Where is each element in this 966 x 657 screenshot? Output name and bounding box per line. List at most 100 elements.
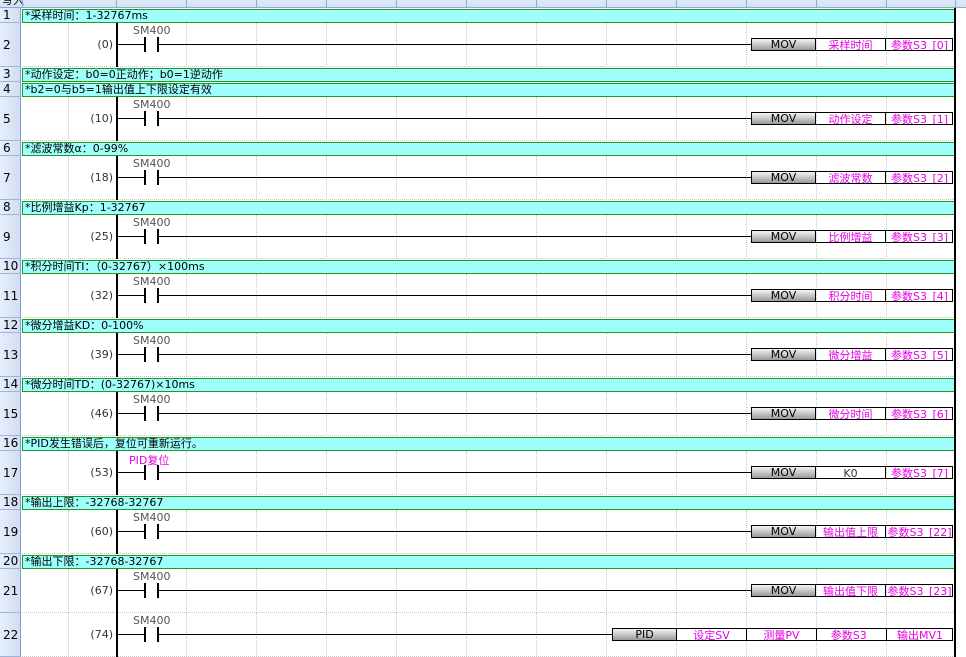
instruction-block[interactable]: MOV 输出值上限 参数S3_[22] [751, 525, 953, 538]
instruction-operand[interactable]: 参数S3_[22] [885, 526, 953, 537]
instruction-operand[interactable]: 输出MV1 [886, 629, 953, 640]
row-number[interactable]: 13 [0, 333, 21, 377]
instruction-operand[interactable]: 参数S3_[0] [885, 39, 953, 50]
instruction-operand[interactable]: 比例增益 [815, 231, 885, 242]
instruction-block[interactable]: MOV 输出值下限 参数S3_[23] [751, 584, 953, 597]
instruction-name[interactable]: MOV [752, 408, 815, 419]
ladder-row[interactable]: 19 (60) SM400 MOV 输出值上限 参数S3_[22] [0, 510, 966, 554]
comment-row[interactable]: 12 *微分增益KD：0-100% [0, 318, 966, 333]
instruction-operand[interactable]: 输出值上限 [815, 526, 885, 537]
instruction-operand[interactable]: 参数S3_[7] [885, 467, 953, 478]
instruction-operand[interactable]: 设定SV [676, 629, 746, 640]
instruction-operand[interactable]: 测量PV [746, 629, 816, 640]
ladder-row[interactable]: 2 (0) SM400 MOV 采样时间 参数S3_[0] [0, 23, 966, 67]
contact-device-label[interactable]: SM400 [133, 24, 171, 37]
normally-open-contact[interactable] [144, 37, 146, 52]
instruction-operand[interactable]: 动作设定 [815, 113, 885, 124]
row-number[interactable]: 5 [0, 97, 21, 141]
comment-text[interactable]: *b2=0与b5=1输出值上下限设定有效 [22, 83, 955, 97]
ladder-editor[interactable]: 1 *采样时间：1-32767ms 2 (0) SM400 MOV 采样时间 参数S3_[0]… [0, 8, 966, 657]
instruction-operand[interactable]: 参数S3_[6] [885, 408, 953, 419]
comment-text[interactable]: *PID发生错误后，复位可重新运行。 [22, 437, 955, 451]
instruction-block[interactable]: PID 设定SV 测量PV 参数S3_ 输出MV1 [612, 628, 953, 641]
ladder-row[interactable]: 9 (25) SM400 MOV 比例增益 参数S3_[3] [0, 215, 966, 259]
instruction-operand[interactable]: 参数S3_[1] [885, 113, 953, 124]
row-number[interactable]: 14 [0, 377, 21, 392]
instruction-block[interactable]: MOV 动作设定 参数S3_[1] [751, 112, 953, 125]
instruction-operand[interactable]: 微分增益 [815, 349, 885, 360]
instruction-name[interactable]: MOV [752, 467, 815, 478]
contact-device-label[interactable]: SM400 [133, 98, 171, 111]
contact-device-label[interactable]: SM400 [133, 216, 171, 229]
normally-open-contact[interactable] [157, 229, 159, 244]
ladder-row[interactable]: 21 (67) SM400 MOV 输出值下限 参数S3_[23] [0, 569, 966, 613]
ladder-row[interactable]: 7 (18) SM400 MOV 滤波常数 参数S3_[2] [0, 156, 966, 200]
instruction-name[interactable]: MOV [752, 290, 815, 301]
instruction-operand[interactable]: 积分时间 [815, 290, 885, 301]
instruction-operand[interactable]: 参数S3_[3] [885, 231, 953, 242]
normally-open-contact[interactable] [157, 37, 159, 52]
instruction-operand[interactable]: 参数S3_[5] [885, 349, 953, 360]
contact-device-label[interactable]: SM400 [133, 511, 171, 524]
comment-text[interactable]: *滤波常数α：0-99% [22, 142, 955, 156]
instruction-operand[interactable]: 参数S3_ [816, 629, 886, 640]
instruction-name[interactable]: MOV [752, 585, 815, 596]
normally-open-contact[interactable] [157, 347, 159, 362]
instruction-block[interactable]: MOV 微分增益 参数S3_[5] [751, 348, 953, 361]
instruction-block[interactable]: MOV 采样时间 参数S3_[0] [751, 38, 953, 51]
instruction-operand[interactable]: 参数S3_[4] [885, 290, 953, 301]
instruction-name[interactable]: MOV [752, 349, 815, 360]
row-number[interactable]: 6 [0, 141, 21, 156]
comment-row[interactable]: 8 *比例增益Kp：1-32767 [0, 200, 966, 215]
instruction-name[interactable]: MOV [752, 113, 815, 124]
comment-row[interactable]: 18 *输出上限：-32768-32767 [0, 495, 966, 510]
normally-open-contact[interactable] [157, 627, 159, 642]
instruction-operand[interactable]: 参数S3_[23] [885, 585, 953, 596]
comment-text[interactable]: *输出上限：-32768-32767 [22, 496, 955, 510]
row-number[interactable]: 22 [0, 613, 21, 657]
instruction-operand[interactable]: 输出值下限 [815, 585, 885, 596]
contact-device-label[interactable]: SM400 [133, 275, 171, 288]
instruction-name[interactable]: MOV [752, 526, 815, 537]
contact-device-label[interactable]: SM400 [133, 393, 171, 406]
instruction-operand[interactable]: 采样时间 [815, 39, 885, 50]
comment-text[interactable]: *微分增益KD：0-100% [22, 319, 955, 333]
normally-open-contact[interactable] [144, 111, 146, 126]
ladder-row[interactable]: 11 (32) SM400 MOV 积分时间 参数S3_[4] [0, 274, 966, 318]
normally-open-contact[interactable] [144, 406, 146, 421]
instruction-block[interactable]: MOV 积分时间 参数S3_[4] [751, 289, 953, 302]
ladder-row[interactable]: 15 (46) SM400 MOV 微分时间 参数S3_[6] [0, 392, 966, 436]
instruction-operand[interactable]: 参数S3_[2] [885, 172, 953, 183]
normally-open-contact[interactable] [157, 170, 159, 185]
instruction-block[interactable]: MOV 微分时间 参数S3_[6] [751, 407, 953, 420]
row-number[interactable]: 10 [0, 259, 21, 274]
contact-device-label[interactable]: SM400 [133, 334, 171, 347]
row-number[interactable]: 17 [0, 451, 21, 495]
comment-text[interactable]: *积分时间TI：（0-32767）×100ms [22, 260, 955, 274]
instruction-block[interactable]: MOV 比例增益 参数S3_[3] [751, 230, 953, 243]
contact-device-label[interactable]: SM400 [133, 570, 171, 583]
row-number[interactable]: 9 [0, 215, 21, 259]
normally-open-contact[interactable] [144, 524, 146, 539]
comment-row[interactable]: 3 *动作设定：b0=0正动作；b0=1逆动作 [0, 67, 966, 82]
instruction-operand[interactable]: 微分时间 [815, 408, 885, 419]
row-number[interactable]: 12 [0, 318, 21, 333]
row-number[interactable]: 16 [0, 436, 21, 451]
comment-text[interactable]: *比例增益Kp：1-32767 [22, 201, 955, 215]
ladder-row[interactable]: 5 (10) SM400 MOV 动作设定 参数S3_[1] [0, 97, 966, 141]
comment-text[interactable]: *采样时间：1-32767ms [22, 9, 955, 23]
comment-row[interactable]: 1 *采样时间：1-32767ms [0, 8, 966, 23]
row-number[interactable]: 15 [0, 392, 21, 436]
normally-open-contact[interactable] [144, 465, 146, 480]
comment-text[interactable]: *微分时间TD：(0-32767)×10ms [22, 378, 955, 392]
comment-row[interactable]: 10 *积分时间TI：（0-32767）×100ms [0, 259, 966, 274]
normally-open-contact[interactable] [157, 583, 159, 598]
row-number[interactable]: 18 [0, 495, 21, 510]
comment-row[interactable]: 20 *输出下限：-32768-32767 [0, 554, 966, 569]
normally-open-contact[interactable] [157, 288, 159, 303]
ladder-row[interactable]: 13 (39) SM400 MOV 微分增益 参数S3_[5] [0, 333, 966, 377]
comment-row[interactable]: 4 *b2=0与b5=1输出值上下限设定有效 [0, 82, 966, 97]
comment-row[interactable]: 14 *微分时间TD：(0-32767)×10ms [0, 377, 966, 392]
ladder-row[interactable]: 22 (74) SM400 PID 设定SV 测量PV 参数S3_ 输出MV1 [0, 613, 966, 657]
instruction-name[interactable]: MOV [752, 39, 815, 50]
